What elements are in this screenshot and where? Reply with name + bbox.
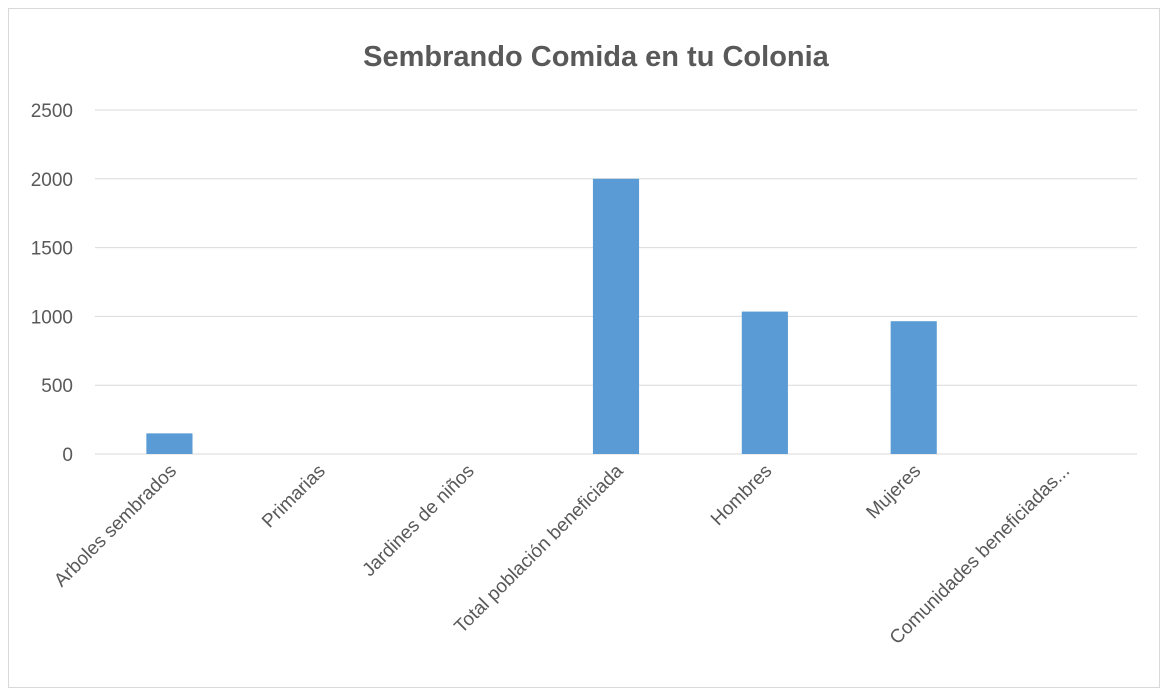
x-tick-label: Hombres <box>707 461 776 530</box>
y-tick-label: 0 <box>62 445 73 466</box>
y-tick-label: 1500 <box>31 239 73 260</box>
x-tick-label: Total población beneficiada <box>451 460 628 637</box>
x-axis-labels: Arboles sembrados Primarias Jardines de ni… <box>50 460 1074 648</box>
bars <box>146 178 937 455</box>
y-tick-label: 2000 <box>31 170 73 191</box>
x-tick-label: Primarias <box>258 461 330 533</box>
x-tick-label: Arboles sembrados <box>50 461 181 592</box>
bar <box>741 311 788 454</box>
x-tick-label: Jardines de niños <box>359 461 479 581</box>
bar <box>592 178 640 455</box>
chart-title: Sembrando Comida en tu Colonia <box>363 41 830 73</box>
y-tick-label: 1000 <box>31 307 73 328</box>
y-tick-label: 500 <box>41 376 73 397</box>
bar <box>890 321 937 454</box>
y-tick-label: 2500 <box>31 101 73 122</box>
x-tick-label: Comunidades beneficiadas... <box>886 461 1074 649</box>
x-tick-label: Mujeres <box>863 461 926 524</box>
bar <box>146 433 193 454</box>
chart-frame <box>8 8 1160 688</box>
y-axis-ticks: 0 500 1000 1500 2000 2500 <box>31 101 73 466</box>
